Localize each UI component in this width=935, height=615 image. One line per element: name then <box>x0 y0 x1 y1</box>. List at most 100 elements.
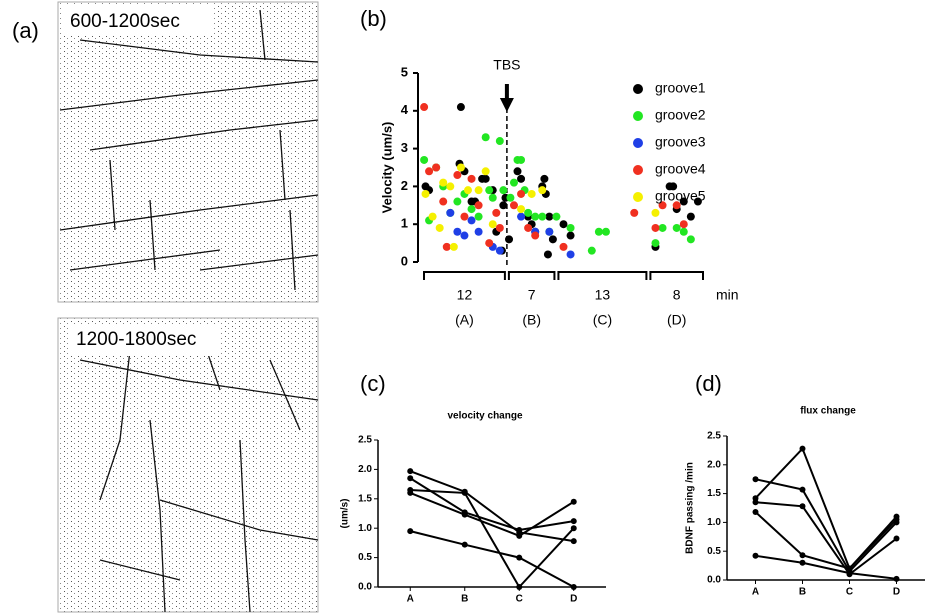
point <box>570 498 577 505</box>
x-tick-label: A <box>407 594 414 605</box>
point <box>463 186 472 195</box>
point <box>461 489 468 496</box>
point <box>461 511 468 518</box>
point <box>474 186 483 195</box>
legend-label: groove3 <box>655 134 706 150</box>
point <box>453 227 462 236</box>
streaks <box>59 9 319 291</box>
segment-label: (B) <box>522 312 541 328</box>
point <box>499 201 508 210</box>
point <box>517 155 526 164</box>
point <box>485 186 494 195</box>
point <box>540 174 549 183</box>
x-tick-label: C <box>846 587 853 598</box>
series-line <box>409 477 574 531</box>
point <box>545 212 554 221</box>
y-axis-label: (um/s) <box>340 499 351 529</box>
point <box>566 231 575 240</box>
series-line <box>410 530 575 588</box>
point <box>658 223 667 232</box>
point <box>495 223 504 232</box>
y-tick-label: 0.5 <box>358 552 372 563</box>
y-tick-label: 1.0 <box>707 517 721 528</box>
legend-marker <box>633 111 643 121</box>
caption: 1200-1800sec <box>76 329 196 350</box>
caption-bg <box>70 326 220 356</box>
point <box>679 197 688 206</box>
point <box>517 212 526 221</box>
point <box>531 212 540 221</box>
point <box>531 231 540 240</box>
tbs-arrow <box>499 84 514 112</box>
point <box>506 193 515 202</box>
point <box>587 246 596 255</box>
y-tick-label: 0 <box>401 253 408 268</box>
point <box>453 197 462 206</box>
kymograph-top: 600-1200sec <box>57 1 319 303</box>
point <box>552 212 561 221</box>
segment-bracket <box>649 271 704 280</box>
point <box>456 163 465 172</box>
point <box>467 216 476 225</box>
series-line <box>755 554 897 580</box>
point <box>672 201 681 210</box>
point <box>499 186 508 195</box>
point <box>516 532 523 539</box>
point <box>752 509 759 516</box>
point <box>559 220 568 229</box>
point <box>658 201 667 210</box>
point <box>516 584 523 590</box>
point <box>516 554 523 561</box>
point <box>407 468 414 475</box>
y-tick-label: 2.0 <box>358 464 372 475</box>
point <box>481 133 490 142</box>
point <box>492 208 501 217</box>
point <box>893 575 900 582</box>
point <box>517 205 526 214</box>
series-line <box>755 501 898 576</box>
point <box>474 227 483 236</box>
point <box>495 246 504 255</box>
segment-duration: 12 <box>457 287 473 303</box>
point <box>495 137 504 146</box>
point <box>686 235 695 244</box>
point <box>509 201 518 210</box>
point <box>679 220 688 229</box>
point <box>679 227 688 236</box>
point <box>651 223 660 232</box>
point <box>453 171 462 180</box>
y-tick-label: 2.5 <box>707 431 721 442</box>
kymograph-image <box>57 1 319 303</box>
point <box>559 242 568 251</box>
point <box>570 538 577 545</box>
x-tick-label: D <box>570 594 577 605</box>
point <box>570 518 577 525</box>
point <box>481 167 490 176</box>
point <box>630 208 639 217</box>
chart-title: velocity change <box>447 411 522 422</box>
point <box>517 189 526 198</box>
x-unit: min <box>716 287 739 303</box>
panel-label: (b) <box>360 6 387 31</box>
segment-bracket <box>423 271 506 280</box>
y-tick-label: 0.5 <box>707 546 721 557</box>
point <box>846 565 853 572</box>
segment-label: (C) <box>593 312 612 328</box>
point <box>456 103 465 112</box>
panel-label: (d) <box>695 371 722 396</box>
point <box>425 167 434 176</box>
y-tick-label: 2 <box>401 178 408 193</box>
kymograph-image <box>57 317 319 613</box>
series-line <box>410 488 575 589</box>
point <box>693 197 702 206</box>
panel-label: (c) <box>360 371 386 396</box>
point <box>799 503 806 510</box>
point <box>509 178 518 187</box>
segment-label: (D) <box>667 312 686 328</box>
point <box>513 167 522 176</box>
point <box>439 178 448 187</box>
y-tick-label: 5 <box>401 64 408 79</box>
legend-marker <box>633 138 643 148</box>
point <box>527 189 536 198</box>
